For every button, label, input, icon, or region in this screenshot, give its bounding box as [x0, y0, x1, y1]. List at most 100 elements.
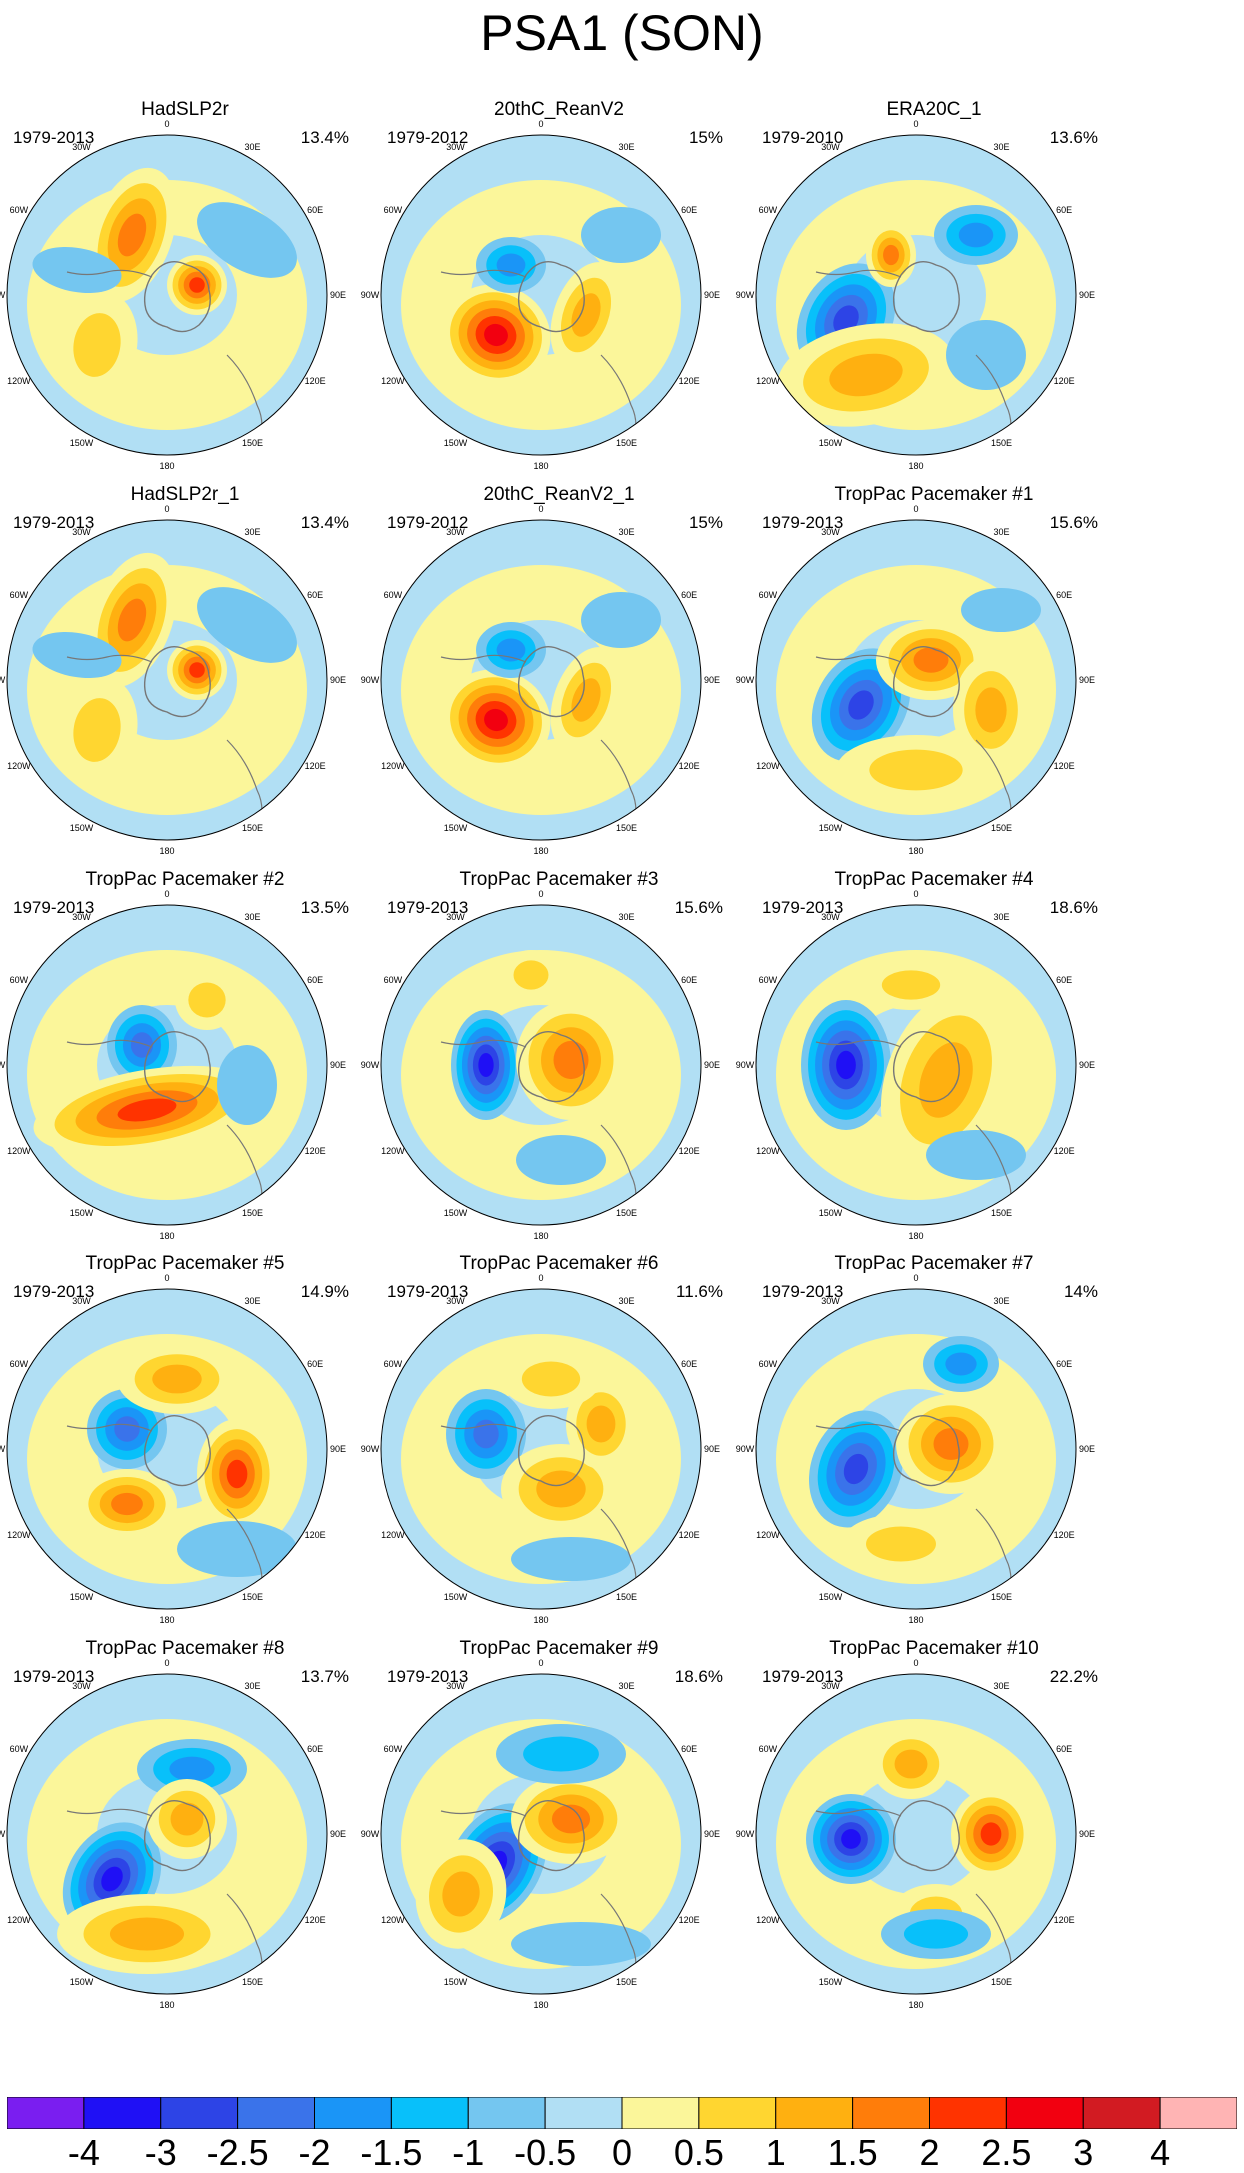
contour-blob — [32, 631, 122, 679]
panel-title: TropPac Pacemaker #8 — [85, 1638, 285, 1659]
longitude-label: 60W — [9, 1358, 29, 1369]
longitude-label: 30W — [72, 1680, 91, 1691]
contour-blob — [946, 320, 1026, 390]
panel-variance: 15.6% — [1049, 513, 1098, 532]
longitude-label: 0 — [538, 119, 544, 129]
longitude-label: 60W — [383, 974, 403, 985]
longitude-label: 0 — [913, 1658, 919, 1668]
longitude-label: 60W — [758, 974, 778, 985]
panel-period: 1979-2013 — [13, 128, 95, 147]
longitude-label: 120E — [678, 1145, 700, 1156]
longitude-label: 30E — [993, 526, 1010, 537]
colorbar-swatch — [390, 2097, 469, 2129]
longitude-label: 60W — [383, 1743, 403, 1754]
longitude-label: 30W — [72, 1295, 91, 1306]
longitude-label: 90E — [329, 1829, 346, 1839]
longitude-label: 90E — [1078, 290, 1095, 300]
longitude-label: 60E — [681, 974, 698, 985]
longitude-label: 90E — [703, 1444, 720, 1454]
longitude-label: 180 — [533, 2000, 549, 2010]
map-panel: ERA20C_1 1979-2010 13.6% 0 30E 60E 90E 120E 150E… — [736, 98, 1154, 473]
longitude-label: 150W — [443, 1592, 468, 1603]
map-panel: TropPac Pacemaker #7 1979-2013 14% 0 30E 60E 9… — [736, 1252, 1154, 1627]
panel-variance: 15% — [688, 513, 723, 532]
longitude-label: 150W — [443, 1977, 468, 1988]
longitude-label: 150E — [615, 438, 638, 449]
panel-title: TropPac Pacemaker #1 — [834, 484, 1034, 505]
contour-blob — [553, 1040, 589, 1080]
longitude-label: 180 — [533, 461, 549, 471]
panel-title: TropPac Pacemaker #4 — [834, 869, 1034, 890]
colorbar-tick-label: 1.5 — [827, 2132, 878, 2173]
south-america-coastline — [66, 654, 153, 663]
longitude-label: 120W — [756, 1914, 780, 1925]
longitude-label: 150W — [69, 1208, 94, 1219]
longitude-label: 150E — [615, 823, 638, 834]
contour-blob — [109, 1917, 185, 1951]
longitude-label: 120W — [7, 1914, 31, 1925]
longitude-label: 60W — [383, 1358, 403, 1369]
longitude-label: 30E — [993, 1295, 1010, 1306]
longitude-label: 60W — [9, 204, 29, 215]
map-border — [755, 134, 1077, 456]
longitude-label: 150W — [69, 1592, 94, 1603]
longitude-label: 180 — [159, 846, 175, 856]
contour-blob — [169, 1756, 215, 1782]
longitude-label: 90E — [329, 675, 346, 685]
longitude-label: 120W — [7, 375, 31, 386]
map-panel: TropPac Pacemaker #5 1979-2013 14.9% 0 30E 60… — [0, 1252, 405, 1627]
longitude-label: 90W — [360, 675, 380, 685]
panel-title: TropPac Pacemaker #2 — [85, 869, 285, 890]
contour-blob — [958, 222, 994, 248]
south-america-coastline — [440, 1423, 527, 1432]
colorbar-tick-label: 2 — [919, 2132, 940, 2173]
longitude-label: 120E — [678, 760, 700, 771]
longitude-label: 60W — [9, 1743, 29, 1754]
map-panel: TropPac Pacemaker #6 1979-2013 11.6% 0 30E 60… — [361, 1252, 779, 1627]
contour-blob — [32, 246, 122, 294]
longitude-label: 60E — [681, 1358, 698, 1369]
longitude-label: 90E — [703, 1829, 720, 1839]
contour-blob — [511, 1537, 631, 1581]
panel-period: 1979-2010 — [762, 128, 844, 147]
longitude-label: 180 — [533, 1615, 549, 1625]
longitude-label: 90W — [0, 290, 6, 300]
contour-blob — [571, 293, 601, 337]
longitude-label: 120E — [304, 1145, 326, 1156]
map-panel: TropPac Pacemaker #3 1979-2013 15.6% 0 30E 60… — [361, 868, 779, 1243]
map-border — [380, 1288, 702, 1610]
contour-blob — [117, 598, 147, 642]
longitude-label: 150E — [241, 1208, 264, 1219]
panel-title: HadSLP2r — [141, 99, 229, 120]
longitude-label: 180 — [908, 846, 924, 856]
south-america-coastline — [815, 654, 902, 663]
panel-period: 1979-2012 — [387, 128, 469, 147]
longitude-label: 180 — [533, 846, 549, 856]
contour-blob — [869, 749, 963, 791]
longitude-label: 90W — [360, 1060, 380, 1070]
contour-blob — [829, 353, 903, 397]
polar-map — [755, 904, 1077, 1226]
panel-variance: 13.7% — [300, 1667, 349, 1686]
longitude-label: 30E — [618, 911, 635, 922]
longitude-label: 90W — [735, 1829, 755, 1839]
antarctica-coastline — [143, 1800, 211, 1872]
longitude-label: 180 — [908, 2000, 924, 2010]
longitude-label: 150E — [615, 1977, 638, 1988]
longitude-label: 30E — [618, 1680, 635, 1691]
contour-blob — [111, 1492, 143, 1516]
contour-blob — [496, 253, 526, 277]
contour-blob — [130, 1032, 154, 1058]
colorbar-swatch — [621, 2097, 700, 2129]
contour-blob — [903, 1919, 969, 1949]
map-panel: TropPac Pacemaker #10 1979-2013 22.2% 0 30E 6… — [736, 1637, 1154, 2012]
longitude-label: 150W — [69, 1977, 94, 1988]
contour-blob — [114, 1416, 140, 1442]
longitude-label: 90W — [0, 1444, 6, 1454]
longitude-label: 150E — [990, 1208, 1013, 1219]
panel-period: 1979-2012 — [387, 513, 469, 532]
panel-title: TropPac Pacemaker #5 — [85, 1253, 285, 1274]
south-america-coastline — [440, 269, 527, 278]
longitude-label: 0 — [164, 504, 170, 514]
longitude-label: 120E — [304, 760, 326, 771]
